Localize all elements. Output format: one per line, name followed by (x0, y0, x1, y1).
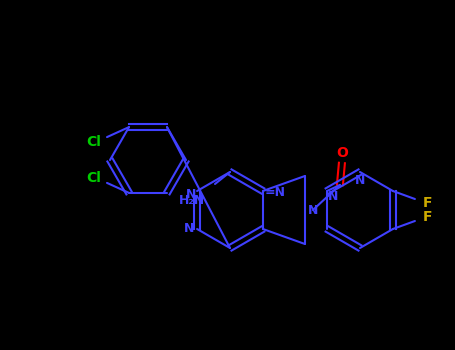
Text: O: O (336, 146, 348, 160)
Text: F: F (423, 210, 433, 224)
Text: H₂N: H₂N (179, 194, 205, 206)
Text: N: N (186, 189, 196, 202)
Text: N: N (308, 203, 318, 217)
Text: N: N (329, 189, 339, 203)
Text: =N: =N (264, 187, 285, 199)
Text: Cl: Cl (86, 135, 101, 149)
Text: F: F (423, 196, 433, 210)
Text: N: N (355, 174, 365, 187)
Text: Cl: Cl (86, 171, 101, 185)
Text: N: N (184, 223, 194, 236)
